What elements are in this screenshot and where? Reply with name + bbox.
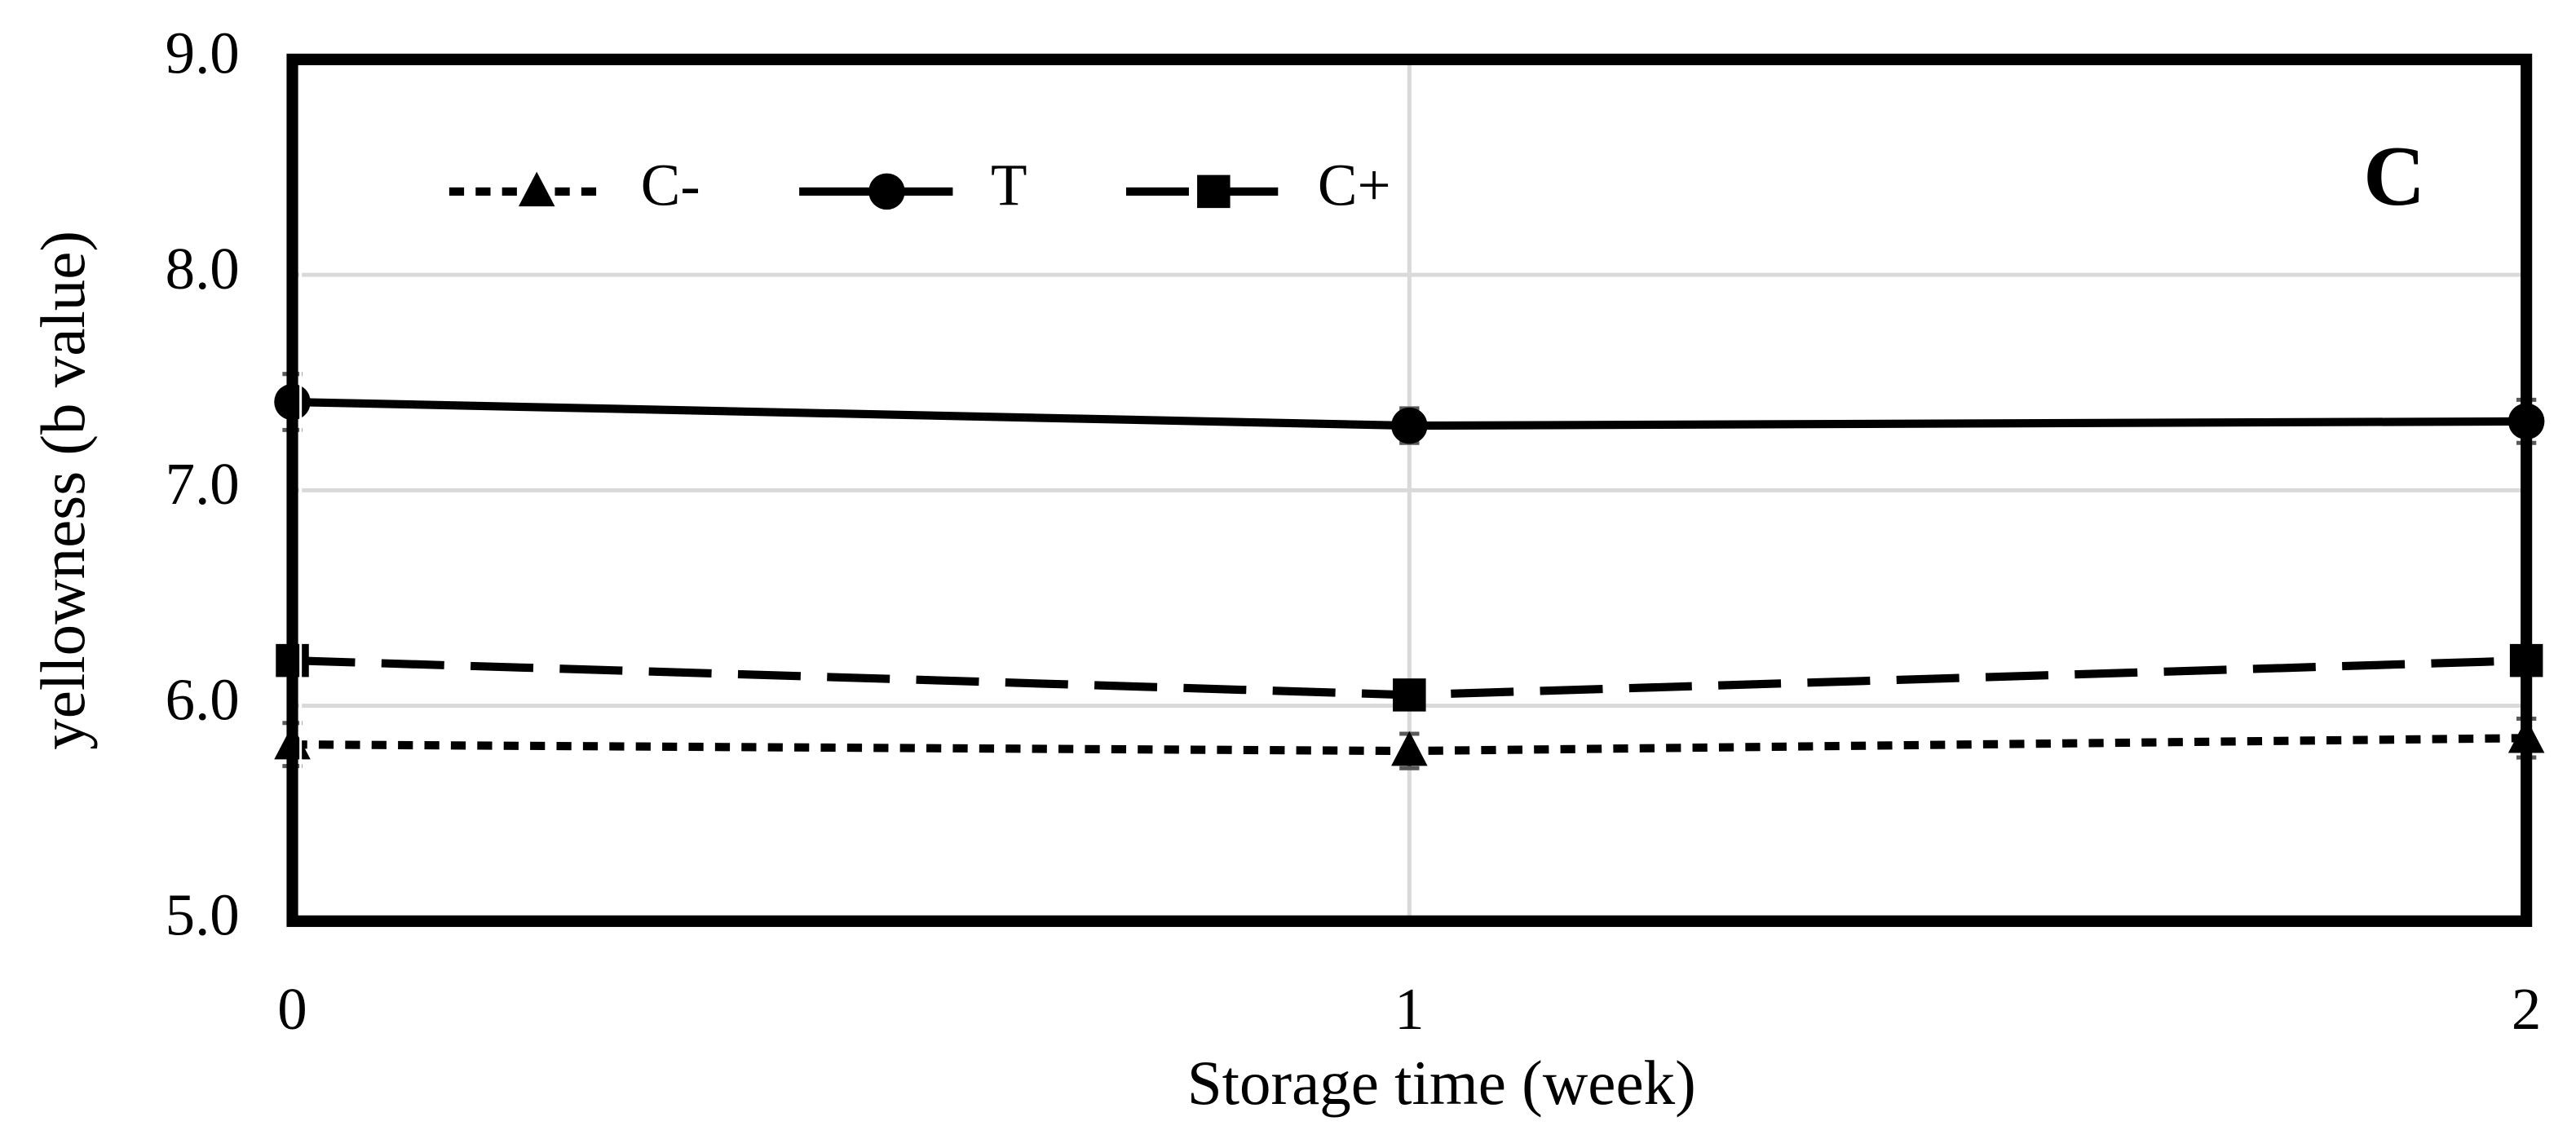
panel-label: C (2363, 128, 2425, 223)
x-axis-title: Storage time (week) (1187, 1048, 1696, 1118)
legend: C- T C+ (448, 152, 1391, 218)
marker (1391, 731, 1428, 766)
legend-label: T (991, 152, 1027, 218)
legend-label: C+ (1318, 152, 1391, 218)
legend-marker (1197, 174, 1231, 209)
x-tick-label: 1 (1394, 976, 1424, 1042)
y-tick-label: 8.0 (166, 236, 240, 302)
legend-label: C- (641, 152, 700, 218)
series-layer (274, 372, 2545, 770)
legend-item: T (799, 152, 1027, 218)
marker (1391, 407, 1428, 444)
x-tick-label: 0 (277, 976, 307, 1042)
y-tick-label: 6.0 (166, 666, 240, 732)
y-axis-title: yellowness (b value) (28, 231, 98, 750)
plot-frame (286, 53, 2533, 927)
legend-marker (868, 173, 905, 210)
legend-item: C- (448, 152, 700, 218)
y-tick-label: 9.0 (166, 20, 240, 86)
legend-marker (518, 171, 555, 207)
marker (1393, 678, 1426, 712)
y-tick-label: 5.0 (166, 882, 240, 948)
legend-item: C+ (1126, 152, 1391, 218)
y-tick-label: 7.0 (166, 451, 240, 517)
x-tick-label: 2 (2512, 976, 2541, 1042)
